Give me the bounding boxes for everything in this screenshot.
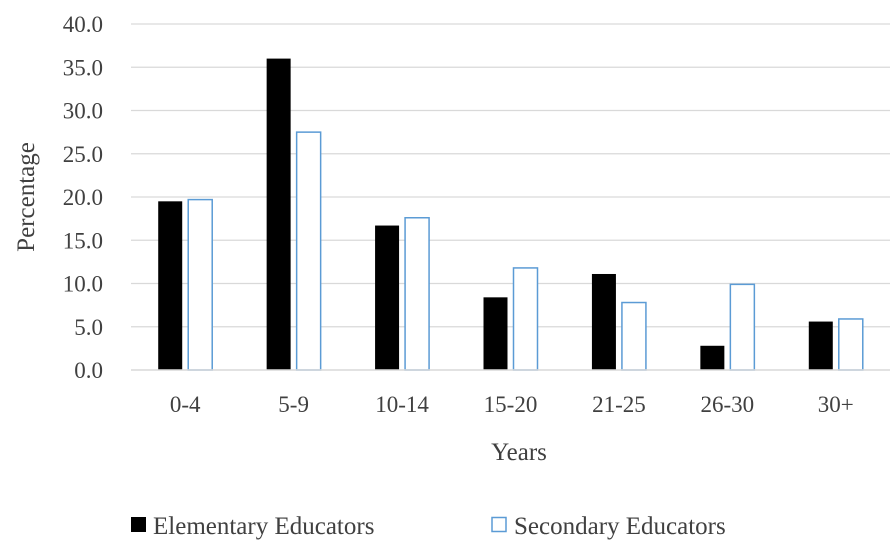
bar-elementary-26-30	[700, 345, 725, 370]
bar-elementary-30+	[808, 321, 833, 370]
x-tick-label: 15-20	[484, 392, 538, 417]
y-tick-label: 15.0	[63, 228, 103, 253]
x-axis-ticks: 0-4 5-9 10-14 15-20 21-25 26-30 30+	[170, 392, 854, 417]
bar-secondary-21-25	[621, 301, 647, 371]
bar-secondary-5-9	[295, 131, 322, 371]
bar-secondary-0-4	[187, 198, 213, 371]
x-tick-label: 30+	[818, 392, 854, 417]
y-axis-ticks: 0.0 5.0 10.0 15.0 20.0 25.0 30.0 35.0 40.0	[63, 12, 103, 383]
x-axis-title: Years	[491, 439, 547, 466]
legend-label-elementary: Elementary Educators	[153, 513, 374, 540]
x-tick-label: 21-25	[592, 392, 646, 417]
y-tick-label: 5.0	[74, 315, 103, 340]
bar-secondary-15-20	[512, 267, 539, 371]
gridlines	[131, 23, 890, 328]
y-axis-title: Percentage	[13, 142, 40, 252]
x-tick-label: 26-30	[701, 392, 755, 417]
bar-secondary-26-30	[729, 283, 756, 371]
bar-elementary-10-14	[375, 225, 400, 370]
x-tick-label: 0-4	[170, 392, 201, 417]
bar-elementary-21-25	[591, 273, 616, 370]
legend: Elementary Educators Secondary Educators	[131, 513, 726, 540]
y-tick-label: 30.0	[63, 99, 103, 124]
y-tick-label: 25.0	[63, 142, 103, 167]
x-tick-label: 10-14	[375, 392, 429, 417]
y-tick-label: 40.0	[63, 12, 103, 37]
y-tick-label: 35.0	[63, 55, 103, 80]
y-tick-label: 10.0	[63, 272, 103, 297]
bar-elementary-5-9	[266, 58, 291, 370]
legend-swatch-secondary	[491, 516, 507, 533]
bars	[158, 58, 864, 371]
y-tick-label: 0.0	[74, 358, 103, 383]
y-tick-label: 20.0	[63, 185, 103, 210]
bar-secondary-10-14	[404, 217, 430, 371]
bar-secondary-30+	[838, 318, 864, 371]
x-tick-label: 5-9	[278, 392, 309, 417]
legend-swatch-elementary	[131, 517, 146, 532]
legend-label-secondary: Secondary Educators	[514, 513, 726, 540]
bar-elementary-0-4	[158, 201, 183, 370]
bar-elementary-15-20	[483, 297, 508, 370]
